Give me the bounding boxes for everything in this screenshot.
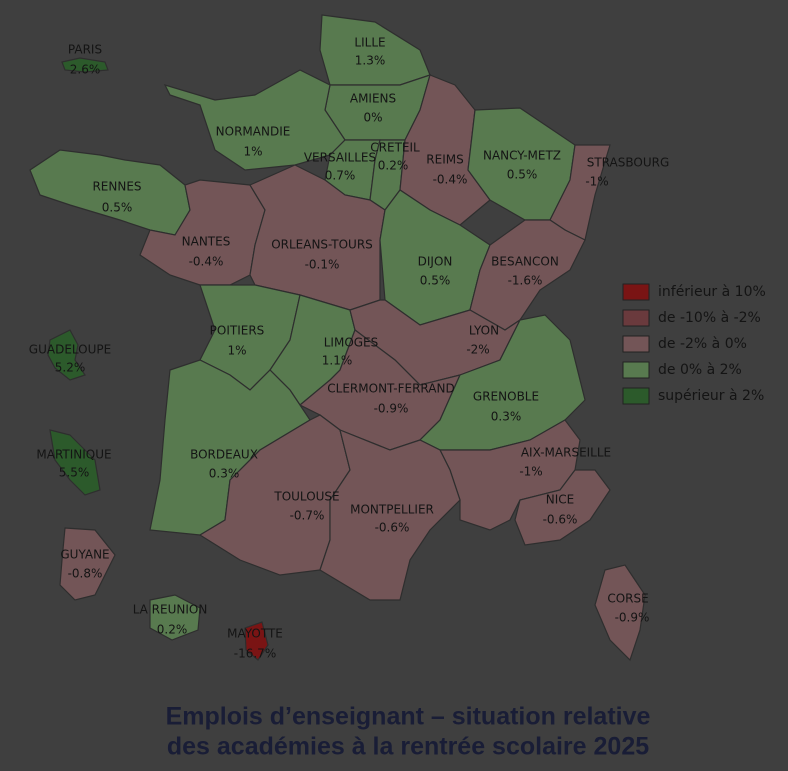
region-name: GUADELOUPE (29, 343, 111, 357)
legend-label: de -2% à 0% (658, 336, 747, 352)
legend-swatch (622, 309, 650, 327)
legend-swatch (622, 283, 650, 301)
region-value: 1% (227, 344, 246, 358)
region-name: TOULOUSE (273, 490, 339, 504)
legend: inférieur à 10% de -10% à -2% de -2% à 0% d… (622, 283, 766, 405)
region-value: 5.5% (59, 466, 90, 480)
region (244, 621, 269, 661)
region-value: 0.7% (325, 169, 356, 183)
region-name: LIMOGES (324, 336, 379, 350)
legend-label: inférieur à 10% (658, 284, 766, 300)
region-name: POITIERS (210, 324, 265, 338)
region-name: VERSAILLES (304, 151, 376, 165)
region-value: -0.1% (305, 258, 340, 272)
region (59, 527, 116, 601)
region-value: -0.4% (433, 173, 468, 187)
region-name: MONTPELLIER (350, 503, 434, 517)
region-name: CORSE (607, 592, 648, 606)
region-value: 0.2% (157, 623, 188, 637)
region-name: LYON (469, 324, 499, 338)
region (61, 57, 109, 73)
region-value: 0.3% (491, 410, 522, 424)
region-name: ORLEANS-TOURS (271, 238, 373, 252)
region-value: -0.9% (615, 611, 650, 625)
region-value: 1.1% (322, 354, 353, 368)
region-value: -0.8% (68, 567, 103, 581)
region-value: -1% (519, 465, 542, 479)
region-value: 0.5% (507, 168, 538, 182)
region-name: REIMS (426, 153, 463, 167)
region-value: 2.6% (70, 63, 101, 77)
legend-label: de 0% à 2% (658, 362, 742, 378)
region-value: -0.4% (189, 255, 224, 269)
region-name: CLERMONT-FERRAND (327, 382, 454, 396)
region-value: 0.5% (102, 201, 133, 215)
legend-swatch (622, 335, 650, 353)
region-name: MAYOTTE (227, 627, 283, 641)
region (163, 69, 346, 171)
region (469, 219, 586, 331)
region-value: -0.9% (374, 402, 409, 416)
region-name: NANTES (182, 235, 231, 249)
region-name: BESANCON (491, 255, 559, 269)
region-value: -1% (585, 175, 608, 189)
region-name: GUYANE (60, 548, 109, 562)
region-name: NORMANDIE (216, 125, 291, 139)
region-value: 1% (243, 145, 262, 159)
region-value: -16.7% (234, 647, 276, 661)
region-value: 0% (363, 111, 382, 125)
region-value: -0.6% (375, 521, 410, 535)
region-value: -2% (466, 343, 489, 357)
region-name: DIJON (418, 255, 453, 269)
legend-swatch (622, 361, 650, 379)
region-name: BORDEAUX (190, 448, 258, 462)
region-name: GRENOBLE (473, 390, 539, 404)
region-value: -0.7% (290, 509, 325, 523)
legend-swatch (622, 387, 650, 405)
legend-label: de -10% à -2% (658, 310, 761, 326)
region-name: STRASBOURG (587, 156, 670, 170)
region-name: PARIS (68, 43, 102, 57)
region-name: MARTINIQUE (36, 448, 111, 462)
title-line: Emplois d’enseignant – situation relativ… (166, 703, 651, 731)
region (49, 429, 101, 496)
region-name: NANCY-METZ (483, 149, 561, 163)
title-line: des académies à la rentrée scolaire 2025 (167, 733, 649, 761)
region (594, 564, 646, 662)
region-value: -0.6% (543, 513, 578, 527)
region-value: 0.2% (378, 159, 409, 173)
region-name: NICE (546, 493, 574, 507)
region-value: 5.2% (55, 361, 86, 375)
region-value: -1.6% (508, 274, 543, 288)
region-value: 0.3% (209, 467, 240, 481)
region-value: 1.3% (355, 54, 386, 68)
region (47, 329, 86, 381)
legend-label: supérieur à 2% (658, 388, 764, 404)
region-name: LA REUNION (133, 603, 208, 617)
region-name: AIX-MARSEILLE (521, 446, 611, 460)
region-name: CRETEIL (370, 141, 420, 155)
region (319, 429, 461, 601)
region (149, 594, 201, 641)
region (514, 469, 611, 546)
region-name: LILLE (354, 36, 385, 50)
region-value: 0.5% (420, 274, 451, 288)
region (319, 14, 431, 86)
region-name: RENNES (92, 180, 141, 194)
region-name: AMIENS (350, 92, 396, 106)
